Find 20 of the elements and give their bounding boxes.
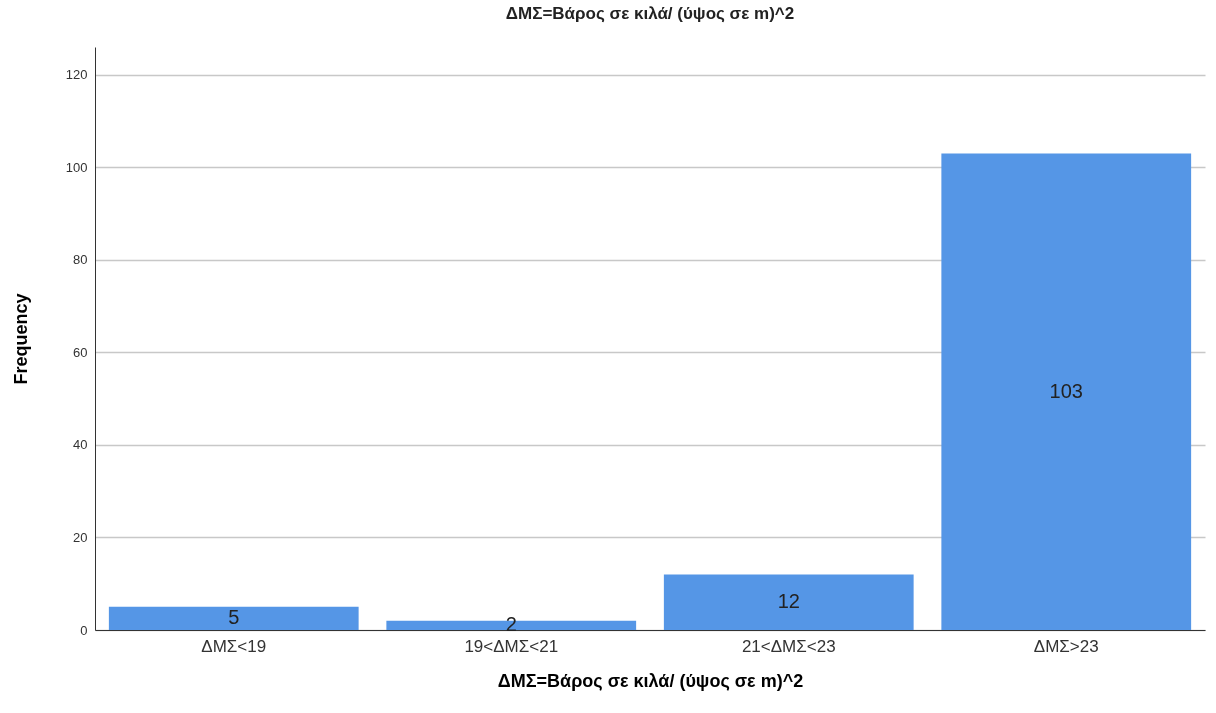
bar bbox=[108, 606, 359, 630]
bar bbox=[941, 153, 1192, 630]
x-tick-label: ΔΜΣ>23 bbox=[1033, 636, 1099, 656]
y-tick-label: 0 bbox=[80, 622, 88, 638]
y-tick-label: 40 bbox=[73, 437, 88, 453]
data-label: 103 bbox=[1049, 379, 1083, 402]
x-tick-label: 19<ΔΜΣ<21 bbox=[464, 636, 559, 656]
x-tick-label: 21<ΔΜΣ<23 bbox=[741, 636, 836, 656]
data-label: 12 bbox=[777, 590, 800, 613]
y-tick-label: 20 bbox=[73, 529, 88, 545]
y-axis-title: Frequency bbox=[10, 293, 31, 385]
data-label: 5 bbox=[228, 606, 240, 629]
y-tick-label: 100 bbox=[65, 159, 88, 175]
y-tick-label: 80 bbox=[73, 252, 88, 268]
x-axis-title: ΔΜΣ=Βάρος σε κιλά/ (ύψος σε m)^2 bbox=[497, 670, 804, 691]
x-tick-label: ΔΜΣ<19 bbox=[201, 636, 267, 656]
chart-title: ΔΜΣ=Βάρος σε κιλά/ (ύψος σε m)^2 bbox=[505, 4, 795, 23]
y-tick-label: 120 bbox=[65, 67, 88, 83]
y-tick-label: 60 bbox=[73, 344, 88, 360]
bar bbox=[663, 574, 914, 630]
